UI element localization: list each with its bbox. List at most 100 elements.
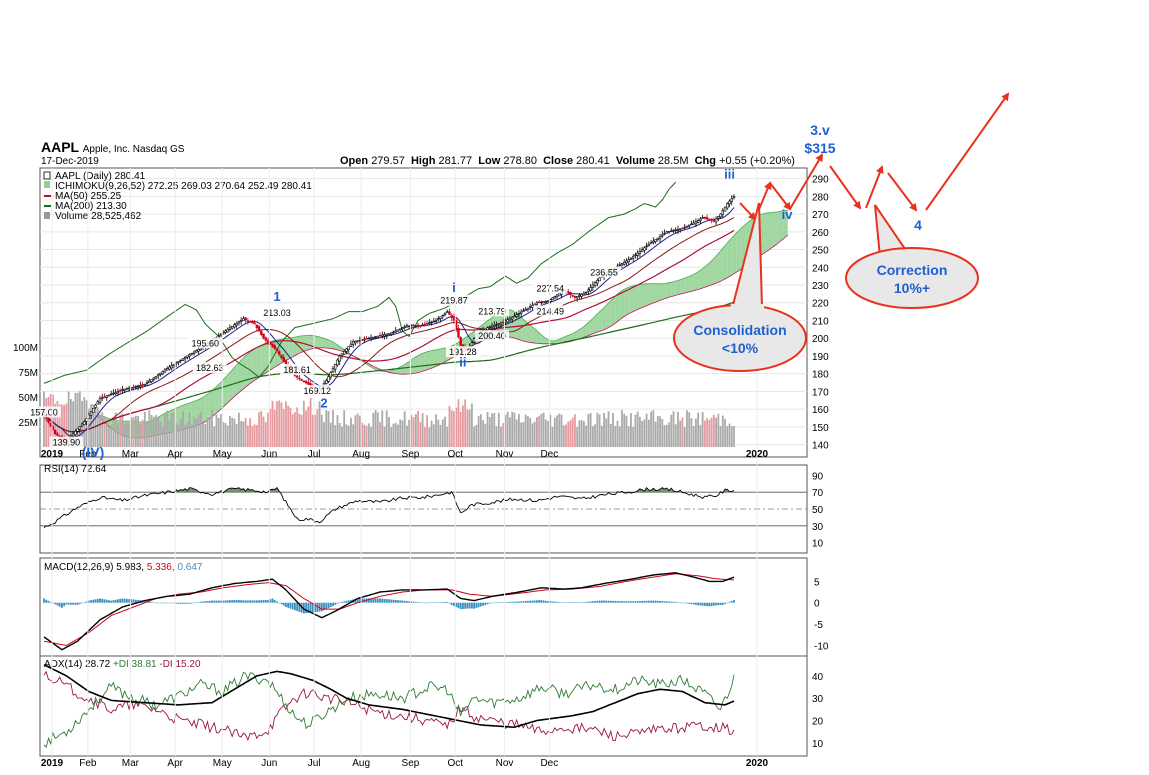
ichimoku-cloud-segment	[608, 300, 611, 328]
macd-hist-bar	[150, 601, 153, 603]
volume-bar	[92, 404, 95, 447]
price-tick-label: 180	[812, 370, 829, 381]
volume-bar	[381, 410, 384, 447]
legend-ichimoku-swatch	[44, 181, 50, 188]
volume-bar	[352, 424, 355, 447]
macd-hist-bar	[706, 602, 709, 607]
price-label-bg	[27, 406, 61, 418]
volume-bar	[509, 417, 511, 447]
volume-bar	[296, 407, 299, 447]
candle-body	[430, 321, 433, 324]
ichimoku-cloud-segment	[326, 339, 329, 349]
macd-hist-bar	[578, 602, 581, 603]
macd-hist-bar	[437, 602, 440, 603]
macd-hist-bar	[220, 600, 222, 603]
candle-body	[363, 338, 366, 341]
candle-body	[694, 221, 698, 225]
ichimoku-cloud-segment	[778, 211, 782, 243]
macd-hist-bar	[668, 601, 670, 603]
volume-bar	[157, 418, 160, 447]
macd-hist-bar	[439, 602, 442, 603]
macd-hist-bar	[166, 602, 169, 604]
macd-hist-bar	[417, 602, 420, 603]
macd-hist-bar	[703, 602, 706, 606]
price-tick-label: 280	[812, 192, 829, 203]
x-tick-label-bottom: Feb	[79, 758, 97, 769]
volume-bar	[634, 414, 637, 447]
volume-bar	[733, 425, 735, 447]
candle-body	[623, 261, 626, 265]
ichimoku-cloud-segment	[218, 382, 221, 412]
macd-hist-bar	[215, 600, 218, 603]
macd-hist-bar	[428, 602, 431, 604]
candle-body	[582, 292, 586, 296]
volume-bar	[618, 426, 621, 447]
candle-body	[275, 348, 279, 351]
ichimoku-cloud-segment	[626, 287, 629, 316]
ichimoku-cloud-segment	[709, 260, 712, 286]
price-label: 181.61	[283, 365, 311, 375]
candle-body	[513, 315, 516, 318]
price-tick-label: 250	[812, 246, 829, 257]
macd-hist-bar	[652, 600, 655, 603]
macd-hist-bar	[96, 598, 99, 603]
volume-bar	[365, 425, 368, 447]
macd-hist-bar	[435, 602, 437, 603]
volume-bar	[455, 407, 458, 447]
macd-hist-bar	[392, 599, 395, 603]
volume-bar	[408, 419, 411, 447]
macd-hist-bar	[289, 602, 292, 609]
macd-hist-bar	[112, 600, 115, 603]
macd-hist-bar	[258, 600, 260, 603]
volume-bar	[486, 412, 489, 447]
price-tick-label: 270	[812, 210, 829, 221]
ichimoku-cloud-segment	[241, 358, 244, 391]
candle-body	[367, 337, 371, 340]
volume-bar	[226, 425, 229, 447]
candle-body	[708, 218, 711, 221]
macd-hist-bar	[558, 602, 561, 603]
volume-bar	[692, 426, 695, 447]
ichimoku-cloud-segment	[214, 386, 217, 415]
macd-hist-bar	[432, 602, 435, 603]
volume-bar	[706, 418, 709, 447]
macd-hist-bar	[591, 601, 594, 603]
ichimoku-cloud-segment	[680, 278, 683, 295]
chg-label: Chg	[694, 155, 716, 167]
macd-hist-bar	[724, 602, 726, 604]
ichimoku-cloud-segment	[227, 372, 230, 403]
volume-bar	[108, 427, 110, 447]
ichimoku-cloud-segment	[583, 324, 587, 338]
volume-bar	[522, 422, 525, 447]
volume-bar	[141, 419, 144, 447]
price-label: 200.40	[478, 331, 506, 341]
x-tick-label: Jul	[308, 449, 321, 460]
volume-bar	[578, 420, 581, 447]
candle-body	[441, 314, 444, 317]
volume-bar	[652, 410, 655, 447]
candle-body	[376, 335, 379, 338]
volume-bar	[576, 427, 579, 447]
ichimoku-cloud-segment	[256, 346, 260, 379]
price-label: 213.79	[478, 306, 506, 316]
macd-hist-bar	[356, 598, 359, 603]
volume-bar	[132, 416, 135, 447]
volume-bar	[105, 420, 108, 447]
candle-body	[705, 217, 709, 220]
volume-bar	[255, 424, 258, 447]
volume-bar	[672, 411, 675, 447]
candle-body	[652, 240, 655, 243]
macd-hist-bar	[385, 599, 388, 603]
volume-bar	[567, 421, 570, 447]
volume-bar	[421, 413, 424, 447]
macd-hist-bar	[448, 602, 451, 604]
candle-body	[369, 337, 373, 339]
x-tick-label-bottom: Oct	[447, 758, 463, 769]
ichimoku-cloud-segment	[590, 318, 593, 335]
macd-hist-bar	[679, 602, 682, 604]
candle-body	[643, 247, 646, 251]
volume-bar	[549, 414, 552, 447]
candle-body	[110, 393, 113, 396]
candle-body	[139, 385, 142, 388]
candle-body	[618, 264, 621, 266]
